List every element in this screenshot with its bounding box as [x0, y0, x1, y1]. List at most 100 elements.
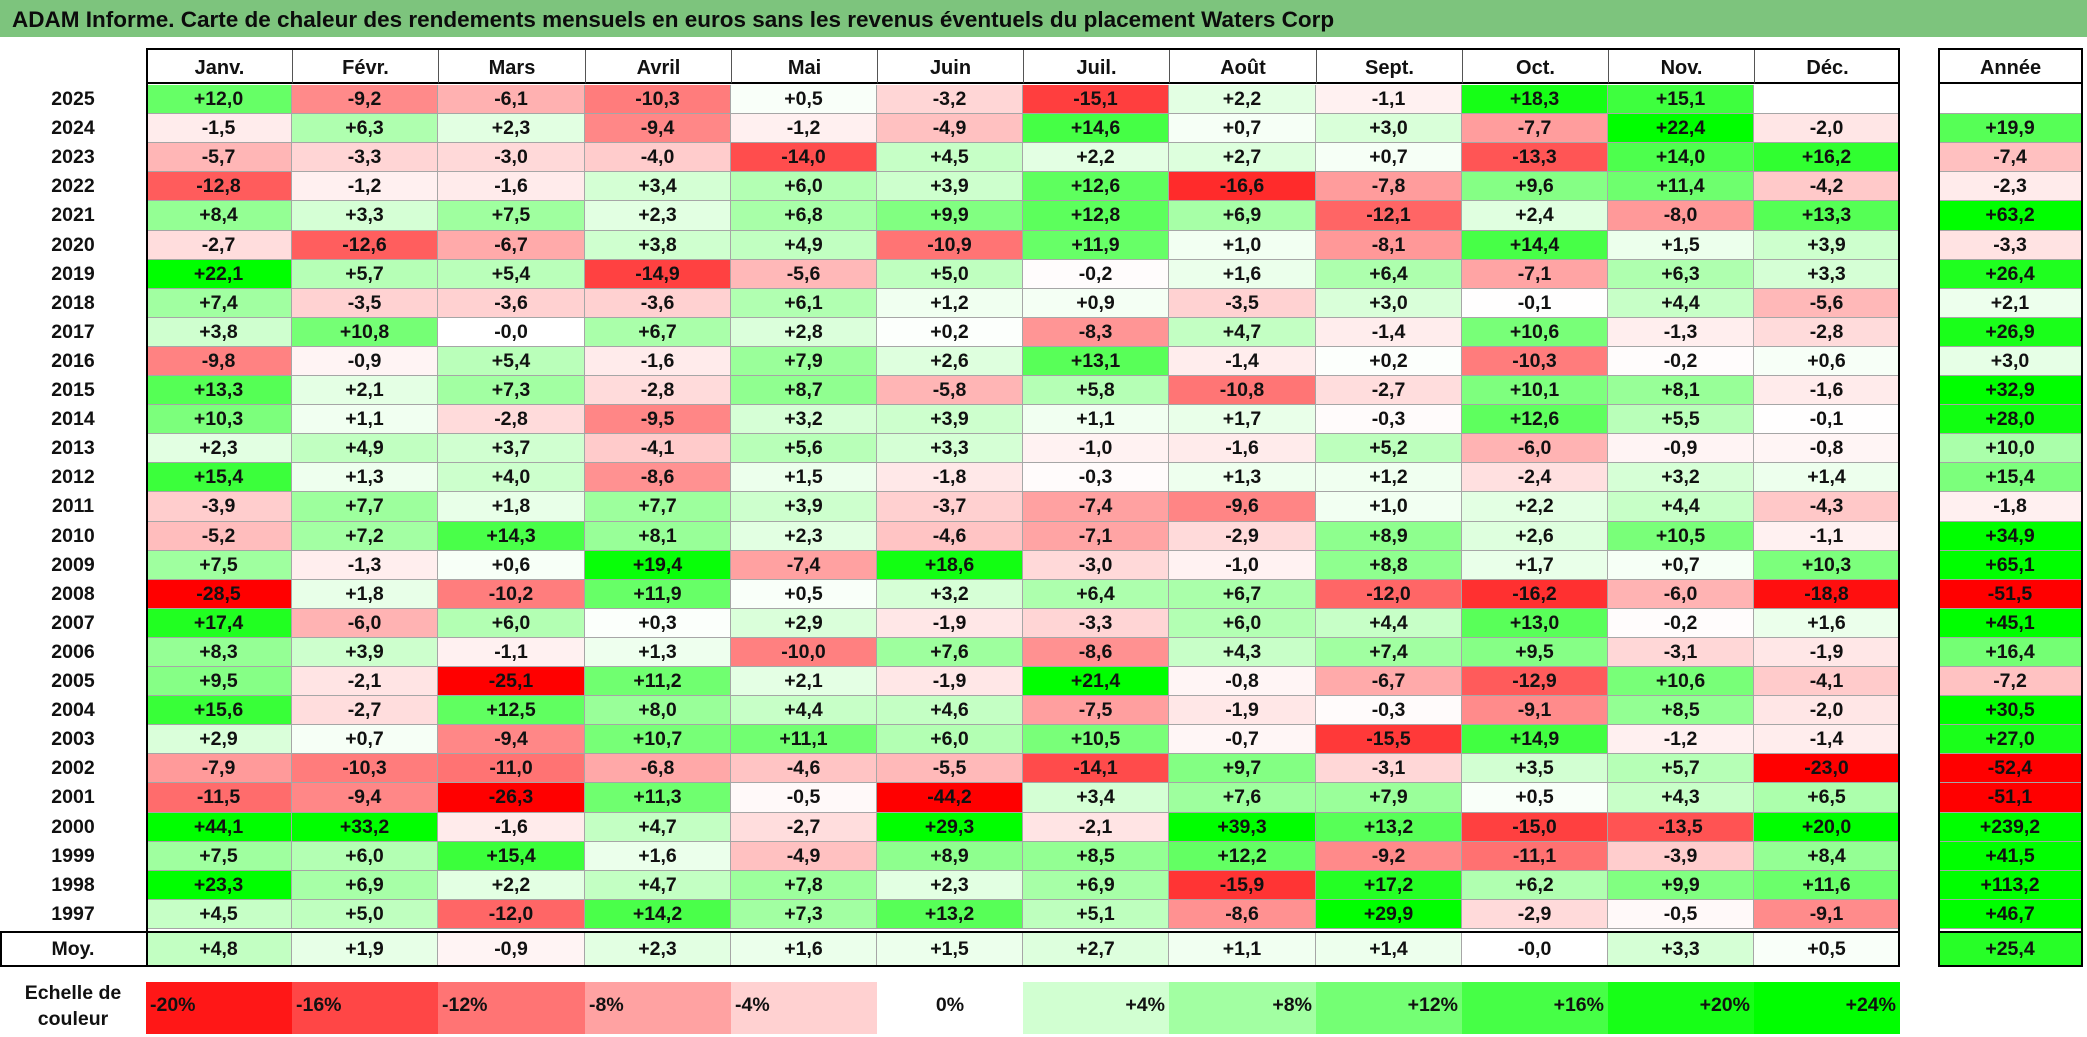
average-cell: -0,9 [438, 931, 585, 967]
heatmap-cell: -11,5 [146, 783, 292, 813]
heatmap-cell: +17,4 [146, 609, 292, 638]
year-label: 2024 [0, 114, 146, 143]
heatmap-cell: +12,6 [1023, 172, 1169, 201]
heatmap-cell: -1,1 [438, 638, 585, 667]
year-label: 2006 [0, 638, 146, 667]
annual-cell: +30,5 [1938, 696, 2083, 725]
heatmap-cell: -3,7 [877, 492, 1023, 522]
heatmap-cell: +8,7 [731, 376, 877, 405]
year-label: 2019 [0, 260, 146, 289]
annual-cell: -51,1 [1938, 783, 2083, 813]
year-label: 2014 [0, 405, 146, 434]
heatmap-cell: +7,4 [1316, 638, 1462, 667]
heatmap-cell: -3,2 [877, 85, 1023, 114]
heatmap-cell: +4,3 [1608, 783, 1754, 813]
heatmap-cell: -10,9 [877, 231, 1023, 260]
heatmap-cell: +1,2 [1316, 463, 1462, 492]
year-label: 2008 [0, 580, 146, 609]
heatmap-cell: -3,6 [585, 289, 731, 318]
heatmap-cell: -1,6 [585, 347, 731, 376]
heatmap-cell: -1,2 [731, 114, 877, 143]
year-label: 2001 [0, 783, 146, 813]
heatmap-cell: -0,3 [1023, 463, 1169, 492]
heatmap-cell: +4,9 [292, 434, 438, 463]
heatmap-cell: +6,5 [1754, 783, 1900, 813]
heatmap-cell: -0,8 [1754, 434, 1900, 463]
heatmap-cell: -6,7 [1316, 667, 1462, 696]
heatmap-cell: +17,2 [1316, 871, 1462, 900]
heatmap-cell: -1,5 [146, 114, 292, 143]
heatmap-cell: +4,7 [585, 813, 731, 842]
heatmap-cell: +3,7 [438, 434, 585, 463]
year-label: 2005 [0, 667, 146, 696]
heatmap-cell: -0,5 [1608, 900, 1754, 929]
heatmap-cell: -1,9 [1754, 638, 1900, 667]
annual-cell: -3,3 [1938, 231, 2083, 260]
heatmap-cell: -11,1 [1462, 842, 1608, 871]
heatmap-cell: +7,9 [731, 347, 877, 376]
heatmap-cell: -14,9 [585, 260, 731, 289]
heatmap-cell: +3,9 [1754, 231, 1900, 260]
heatmap-cell: +10,6 [1462, 318, 1608, 347]
heatmap-cell: -0,0 [438, 318, 585, 347]
heatmap-cell: +11,3 [585, 783, 731, 813]
color-scale-label: Echelle de couleur [0, 980, 146, 1032]
heatmap-cell: +13,3 [1754, 201, 1900, 231]
heatmap-cell: +6,3 [1608, 260, 1754, 289]
heatmap-cell: -3,0 [438, 143, 585, 172]
heatmap-cell: -15,1 [1023, 85, 1169, 114]
annual-cell: -51,5 [1938, 580, 2083, 609]
heatmap-cell: +13,3 [146, 376, 292, 405]
annual-cell: +27,0 [1938, 725, 2083, 754]
annual-cell: +41,5 [1938, 842, 2083, 871]
heatmap-cell: +0,7 [1608, 551, 1754, 580]
color-scale-swatch: +20% [1608, 982, 1754, 1034]
annual-cell: -7,2 [1938, 667, 2083, 696]
heatmap-cell: +4,9 [731, 231, 877, 260]
heatmap-cell: +5,4 [438, 347, 585, 376]
average-cell: +4,8 [146, 931, 292, 967]
heatmap-cell: +3,8 [146, 318, 292, 347]
heatmap-cell: +7,7 [585, 492, 731, 522]
color-scale-swatch: -4% [731, 982, 877, 1034]
heatmap-cell: -7,7 [1462, 114, 1608, 143]
heatmap-cell: +0,5 [731, 580, 877, 609]
month-header: Juin [877, 48, 1023, 84]
heatmap-cell: +4,0 [438, 463, 585, 492]
year-label: 2020 [0, 231, 146, 260]
heatmap-cell: +7,5 [146, 842, 292, 871]
heatmap-cell: +14,9 [1462, 725, 1608, 754]
heatmap-cell: +10,3 [146, 405, 292, 434]
heatmap-cell: +11,4 [1608, 172, 1754, 201]
heatmap-cell: +2,8 [731, 318, 877, 347]
heatmap-cell: -3,9 [1608, 842, 1754, 871]
heatmap-cell: -3,1 [1316, 754, 1462, 783]
heatmap-cell: +20,0 [1754, 813, 1900, 842]
heatmap-cell: +8,1 [585, 522, 731, 551]
average-annual-cell: +25,4 [1938, 931, 2083, 967]
heatmap-cell: -10,3 [292, 754, 438, 783]
color-scale-swatch: -8% [585, 982, 731, 1034]
heatmap-cell: -0,2 [1608, 609, 1754, 638]
heatmap-cell: +1,6 [585, 842, 731, 871]
heatmap-cell: +2,9 [731, 609, 877, 638]
heatmap-cell: -16,6 [1169, 172, 1316, 201]
heatmap-cell: +2,2 [1023, 143, 1169, 172]
heatmap-cell: +0,9 [1023, 289, 1169, 318]
heatmap-cell: +1,4 [1754, 463, 1900, 492]
heatmap-cell: -1,6 [1169, 434, 1316, 463]
heatmap-cell: +2,3 [438, 114, 585, 143]
heatmap-cell: -3,6 [438, 289, 585, 318]
heatmap-cell: -1,1 [1754, 522, 1900, 551]
month-header: Août [1169, 48, 1316, 84]
average-cell: +1,9 [292, 931, 438, 967]
heatmap-cell: +7,4 [146, 289, 292, 318]
heatmap-cell: -7,1 [1462, 260, 1608, 289]
heatmap-cell: +1,3 [1169, 463, 1316, 492]
heatmap-cell: +4,4 [1608, 492, 1754, 522]
year-label: 2018 [0, 289, 146, 318]
heatmap-cell: +7,5 [438, 201, 585, 231]
heatmap-cell: +13,2 [1316, 813, 1462, 842]
heatmap-cell: +9,7 [1169, 754, 1316, 783]
heatmap-cell: +6,4 [1316, 260, 1462, 289]
